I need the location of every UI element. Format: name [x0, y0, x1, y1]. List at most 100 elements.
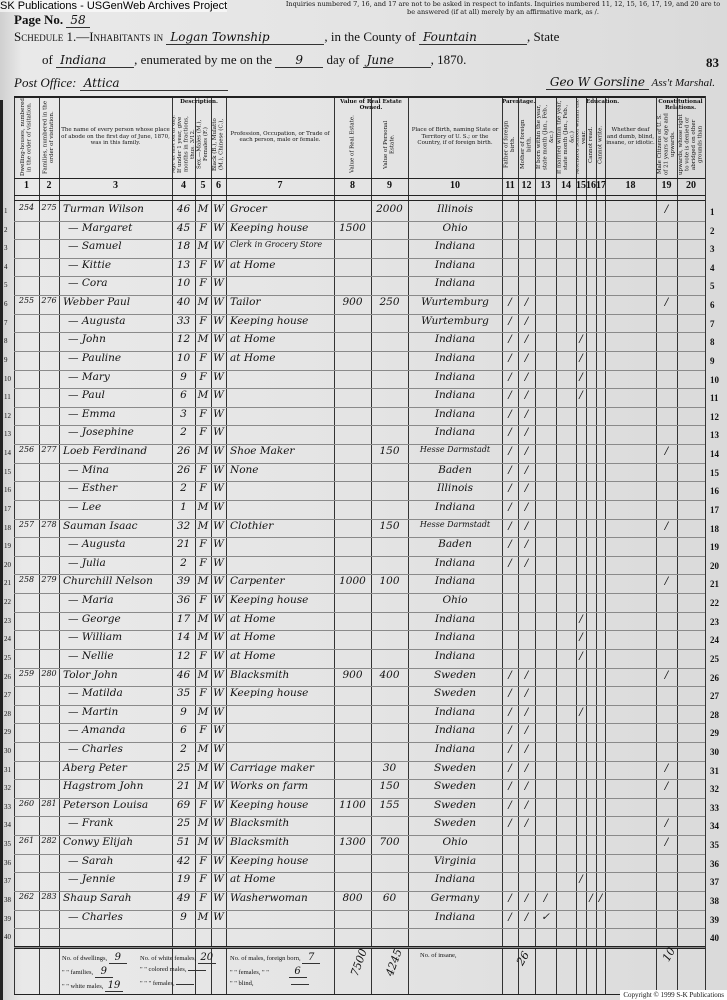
cell-mark-col-19: /: [664, 668, 669, 681]
cell-mark-col-18: [605, 613, 656, 631]
cell-occupation: at Home: [230, 351, 276, 364]
cell-family: [40, 929, 58, 947]
column-number-2: 2: [46, 180, 52, 191]
cell-name: Hagstrom John: [63, 780, 144, 793]
row-number-left: 6: [4, 300, 8, 309]
row-rule: [14, 537, 705, 539]
cell-mark-col-12: /: [524, 370, 529, 383]
colored-males-label: " " colored males,: [140, 966, 187, 973]
cell-birthplace: Ohio: [442, 836, 468, 849]
cell-personal-estate: [372, 594, 407, 612]
cell-color: W: [213, 519, 224, 532]
cell-family: [40, 315, 58, 333]
cell-mark-col-20: [677, 371, 705, 389]
cell-color: W: [213, 687, 224, 700]
cell-mark-col-19: [656, 408, 677, 426]
cell-mark-col-14: [556, 482, 576, 500]
cell-birthplace: Indiana: [434, 705, 476, 718]
row-rule: [14, 406, 705, 408]
cell-sex: F: [199, 594, 207, 607]
row-rule: [14, 499, 705, 501]
row-rule: [14, 200, 705, 201]
cell-mark-col-15: /: [579, 351, 583, 364]
row-number-left: 2: [4, 225, 8, 234]
cell-color: W: [213, 705, 224, 718]
cell-mark-col-13: [535, 501, 556, 519]
column-rule: [677, 96, 678, 994]
row-number-right: 19: [710, 542, 719, 553]
cell-mark-col-19: /: [664, 519, 669, 532]
cell-name: — Matilda: [68, 687, 123, 700]
cell-real-estate: [335, 873, 370, 891]
cell-name: Churchill Nelson: [63, 575, 153, 588]
cell-occupation: at Home: [230, 333, 276, 346]
cell-color: W: [213, 538, 224, 551]
cell-real-estate: [335, 408, 370, 426]
cell-personal-estate: 150: [379, 445, 400, 458]
cell-real-estate: [335, 352, 370, 370]
cell-birthplace: Sweden: [433, 817, 477, 830]
cell-mark-col-20: [677, 464, 705, 482]
cell-mark-col-12: /: [524, 519, 529, 532]
cell-age: 9: [180, 705, 187, 718]
row-rule: [14, 928, 705, 930]
cell-name: — Esther: [68, 482, 118, 495]
cell-mark-col-19: [656, 501, 677, 519]
cell-mark-col-20: [677, 873, 705, 891]
cell-sex: M: [197, 519, 209, 532]
row-number-left: 3: [4, 244, 8, 253]
cell-birthplace: Indiana: [434, 389, 476, 402]
cell-dwelling: [15, 706, 38, 724]
column-header-19: Male Citizens of U. S. of 21 years of ag…: [657, 113, 676, 176]
cell-sex: F: [199, 873, 207, 886]
cell-family: 283: [41, 891, 57, 901]
cell-age: 46: [176, 668, 191, 681]
row-rule: [14, 313, 705, 315]
cell-mark-col-17: [596, 464, 605, 482]
cell-mark-col-17: [596, 817, 605, 835]
footer-white-females: No. of white females, 20: [140, 952, 216, 964]
cell-mark-col-16: [586, 277, 596, 295]
cell-age: 21: [176, 538, 191, 551]
cell-age: [173, 929, 194, 947]
cell-birthplace: Illinois: [436, 482, 474, 495]
cell-mark-col-16: [586, 817, 596, 835]
cell-mark-col-11: /: [508, 538, 512, 551]
cell-mark-col-19: /: [664, 780, 669, 793]
cell-occupation: Blacksmith: [230, 668, 290, 681]
cell-occupation: [227, 371, 336, 389]
cell-mark-col-11: /: [508, 500, 512, 513]
cell-dwelling: [15, 464, 38, 482]
row-rule: [14, 332, 705, 334]
cell-age: 35: [176, 687, 191, 700]
cell-mark-col-11: [502, 855, 518, 873]
row-number-left: 15: [4, 467, 11, 476]
cell-mark-col-20: [677, 538, 705, 556]
cell-mark-col-18: [605, 631, 656, 649]
row-number-right: 26: [710, 672, 719, 683]
cell-mark-col-15: /: [579, 370, 583, 383]
cell-birthplace: Germany: [430, 891, 480, 904]
column-number-17: 17: [596, 180, 606, 191]
row-number-right: 37: [710, 877, 719, 888]
cell-sex: F: [199, 798, 207, 811]
cell-name: Loeb Ferdinand: [63, 445, 148, 458]
cell-name: Peterson Louisa: [63, 798, 149, 811]
row-rule: [14, 425, 705, 427]
cell-mark-col-16: [586, 315, 596, 333]
cell-mark-col-16: [586, 296, 596, 314]
row-rule: [14, 723, 705, 725]
cell-personal-estate: 60: [382, 891, 397, 904]
cell-mark-col-17: [596, 538, 605, 556]
cell-birthplace: Ohio: [442, 594, 468, 607]
cell-dwelling: [15, 352, 38, 370]
cell-occupation: [227, 501, 336, 519]
cell-family: [40, 762, 58, 780]
cell-sex: M: [197, 240, 209, 253]
cell-mark-col-18: [605, 259, 656, 277]
cell-age: 12: [176, 333, 191, 346]
cell-mark-col-11: /: [508, 724, 512, 737]
cell-name: — Pauline: [68, 351, 122, 364]
group-parentage: Parentage.: [502, 99, 536, 105]
cell-mark-col-16: [586, 482, 596, 500]
